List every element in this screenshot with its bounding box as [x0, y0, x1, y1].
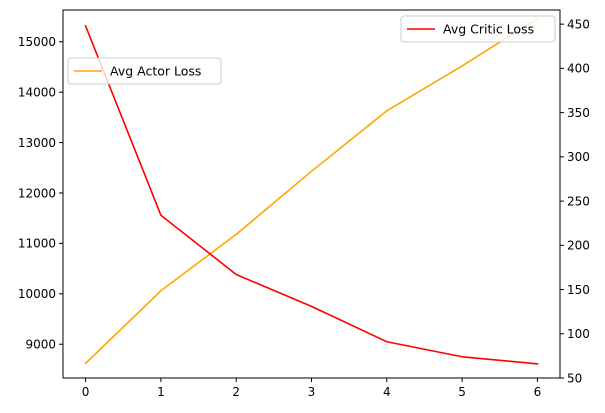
x-tick-label: 0	[82, 385, 90, 399]
right-y-tick-label: 150	[567, 283, 590, 297]
series-line-avg-critic-loss	[84, 24, 539, 365]
left-y-tick-label: 10000	[18, 287, 56, 301]
legend-label: Avg Critic Loss	[443, 22, 534, 37]
series-layer	[84, 17, 539, 365]
right-y-tick-label: 450	[567, 17, 590, 31]
left-y-axis: 9000 10000 11000 12000 13000 14000 15000	[18, 35, 63, 352]
x-tick-label: 3	[308, 385, 316, 399]
left-y-tick-label: 15000	[18, 35, 56, 49]
legend-box	[67, 57, 222, 85]
right-y-tick-label: 400	[567, 62, 590, 76]
right-y-tick-label: 250	[567, 194, 590, 208]
left-y-tick-label: 13000	[18, 136, 56, 150]
right-y-tick-label: 300	[567, 150, 590, 164]
x-tick-label: 4	[383, 385, 391, 399]
right-y-axis: 50 100 150 200 250 300 350 400 450	[560, 17, 590, 385]
left-y-tick-label: 14000	[18, 85, 56, 99]
right-y-tick-label: 350	[567, 106, 590, 120]
x-axis: 0 1 2 3 4 5 6	[82, 378, 541, 399]
left-y-tick-label: 11000	[18, 237, 56, 251]
right-y-tick-label: 200	[567, 239, 590, 253]
legend-label: Avg Actor Loss	[110, 64, 201, 79]
legend-box	[400, 15, 556, 43]
legend-actor: Avg Actor Loss	[67, 57, 222, 85]
x-tick-label: 2	[232, 385, 240, 399]
x-tick-label: 6	[534, 385, 542, 399]
x-tick-label: 5	[458, 385, 466, 399]
series-line-avg-actor-loss	[84, 17, 539, 365]
right-y-tick-label: 100	[567, 327, 590, 341]
right-y-tick-label: 50	[567, 371, 582, 385]
left-y-tick-label: 12000	[18, 186, 56, 200]
legend-critic: Avg Critic Loss	[400, 15, 556, 43]
x-tick-label: 1	[157, 385, 165, 399]
left-y-tick-label: 9000	[25, 338, 56, 352]
